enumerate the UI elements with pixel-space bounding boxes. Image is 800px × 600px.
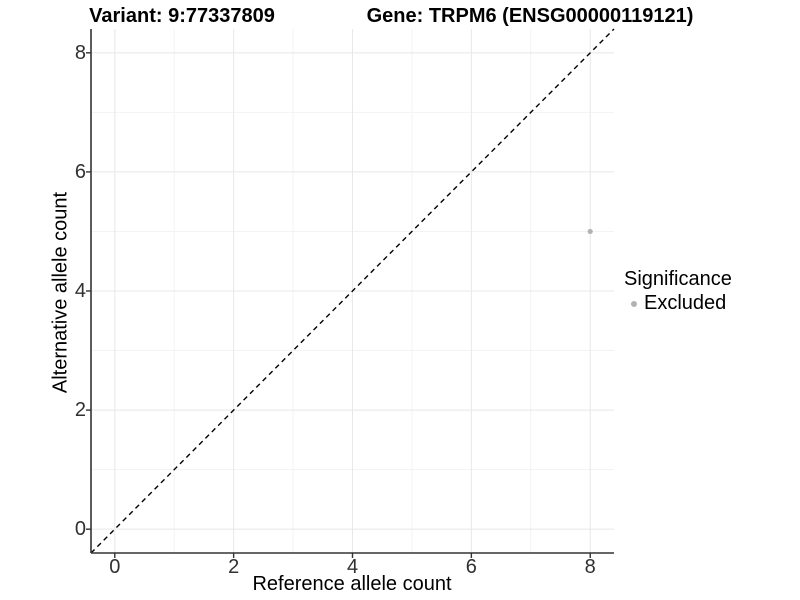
data-point xyxy=(587,228,593,235)
legend-item: Excluded xyxy=(631,292,732,315)
x-tick-label: 8 xyxy=(584,556,596,578)
y-tick-label: 2 xyxy=(74,399,86,422)
x-tick-label: 2 xyxy=(228,556,240,578)
legend: Significance Excluded xyxy=(624,268,732,315)
identity-reference-line xyxy=(90,28,615,554)
x-tick-label: 4 xyxy=(346,556,359,578)
plot-title-variant: Variant: 9:77337809 xyxy=(89,5,275,27)
legend-item-label: Excluded xyxy=(644,292,727,314)
x-axis-title: Reference allele count xyxy=(252,573,452,595)
y-tick-label: 8 xyxy=(74,41,86,64)
y-tick-label: 6 xyxy=(74,160,86,183)
x-tick-label: 6 xyxy=(465,556,477,578)
legend-key-dot-icon xyxy=(631,300,637,307)
legend-title: Significance xyxy=(624,268,732,290)
y-tick-label: 4 xyxy=(74,280,86,302)
y-tick-label: 0 xyxy=(74,518,86,541)
x-tick-label: 0 xyxy=(109,556,121,578)
legend-items: Excluded xyxy=(624,292,732,315)
plot-title-gene: Gene: TRPM6 (ENSG00000119121) xyxy=(366,5,694,27)
